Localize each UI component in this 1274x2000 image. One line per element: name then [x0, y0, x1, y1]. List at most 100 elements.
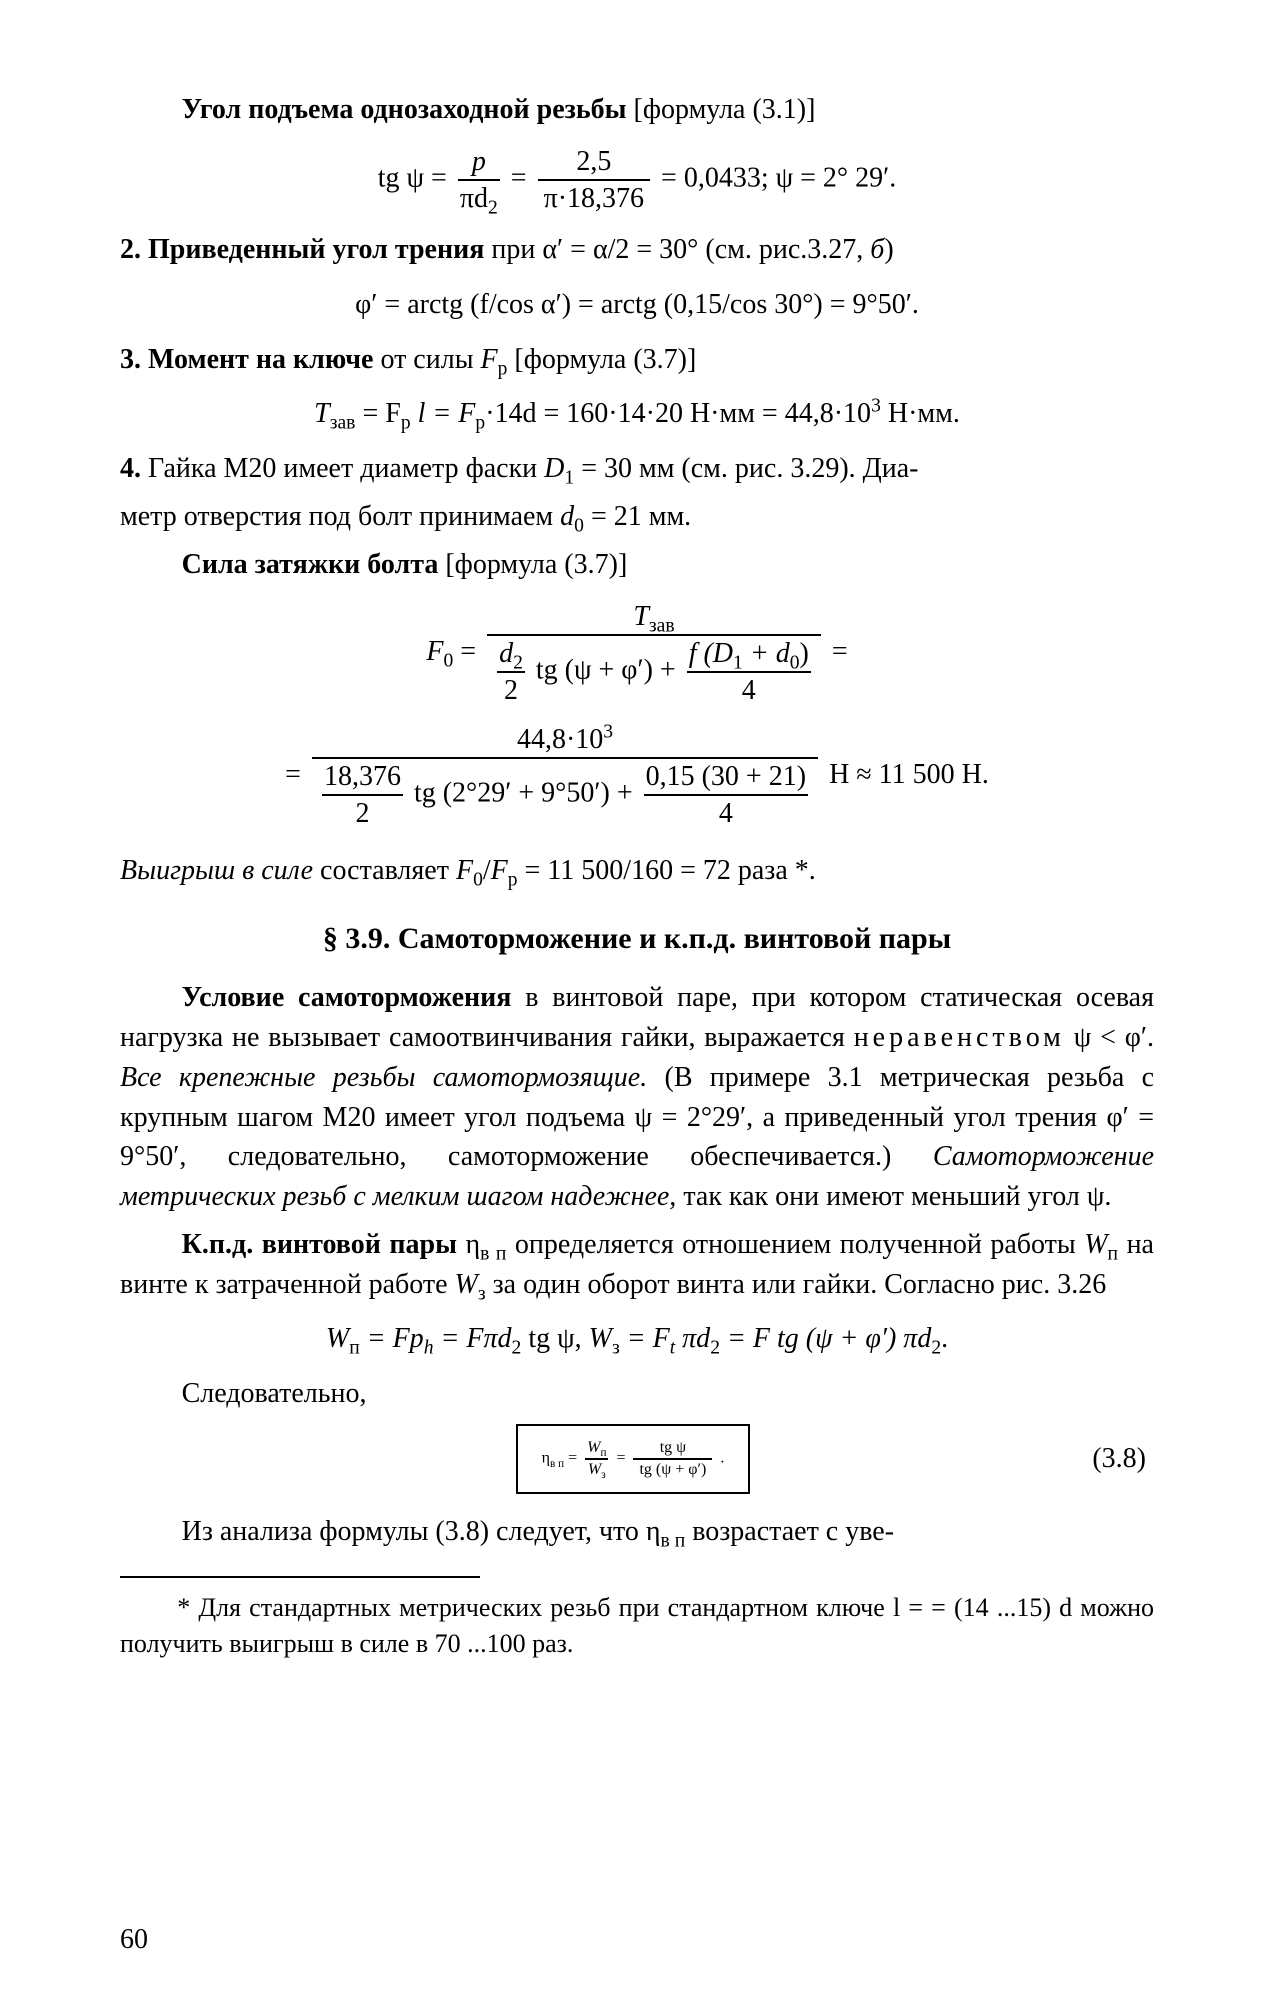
box-frac2: tg ψ tg (ψ + φ′) — [633, 1438, 712, 1480]
item-4-line1: 4. Гайка М20 имеет диаметр фаски D1 = 30… — [120, 449, 1154, 489]
f3-mid: = Fр l = Fр — [355, 398, 485, 429]
p4-l2: метр отверстия под болт принимаем — [120, 501, 560, 532]
f5-eq: = — [285, 758, 308, 789]
para1-b1: Условие самоторможения — [182, 982, 512, 1013]
f5-bot-right: 0,15 (30 + 21) 4 — [644, 759, 808, 831]
f1-frac1: p πd2 — [458, 144, 500, 216]
formula-3-8-box: ηв п = Wп Wз = tg ψ tg (ψ + φ′) . — [516, 1424, 751, 1494]
p4-eq30: = 30 мм (см. рис. 3.29). Диа- — [574, 453, 918, 484]
para1-i1: Все крепежные резьбы самотормозящие. — [120, 1062, 647, 1093]
f1-den2: π·18,376 — [538, 181, 650, 216]
item-2: 2. Приведенный угол трения при α′ = α/2 … — [120, 230, 1154, 270]
f4-tail: = — [832, 635, 848, 666]
footnote-separator — [120, 1576, 480, 1578]
para2-t3: за один оборот винта или гайки. Согласно… — [486, 1269, 1107, 1300]
p6-F0: F — [456, 855, 473, 886]
section-3-9-heading: § 3.9. Самоторможение и к.п.д. винтовой … — [120, 922, 1154, 956]
para1-ineq: ψ < φ′. — [1065, 1022, 1154, 1053]
f3-Tsub: зав — [330, 413, 356, 434]
f3-exp: 3 — [871, 396, 881, 417]
p2-num: 2. — [120, 234, 148, 265]
p3-num: 3. — [120, 344, 148, 375]
f1-eq: = — [511, 162, 534, 193]
footnote: * Для стандартных метрических резьб при … — [120, 1590, 1154, 1663]
p6-lead: Выигрыш в силе — [120, 855, 313, 886]
force-gain-paragraph: Выигрыш в силе составляет F0/Fр = 11 500… — [120, 851, 1154, 891]
formula-f0-symbolic: F0 = Tзав d2 2 tg (ψ + φ′) + f (D1 + d0)… — [120, 599, 1154, 708]
p4-num: 4. — [120, 453, 148, 484]
p4-d0sub: 0 — [574, 516, 584, 537]
page-number: 60 — [120, 1924, 148, 1956]
f5-bigfrac: 44,8·103 18,376 2 tg (2°29′ + 9°50′) + 0… — [312, 722, 818, 831]
f3-tail: Н·мм. — [881, 398, 960, 429]
box-frac1: Wп Wз — [585, 1438, 608, 1480]
f1-num2: 2,5 — [538, 144, 650, 181]
f1-frac2: 2,5 π·18,376 — [538, 144, 650, 216]
bolt-tightening-force-heading: Сила затяжки болта [формула (3.7)] — [120, 545, 1154, 585]
p4-eq21: = 21 мм. — [584, 501, 691, 532]
p3-rest: от силы — [373, 344, 480, 375]
formula-f0-numeric: = 44,8·103 18,376 2 tg (2°29′ + 9°50′) +… — [120, 722, 1154, 831]
f1-den1: πd2 — [460, 183, 498, 214]
f5-rhs: Н ≈ 11 500 Н. — [829, 758, 989, 789]
p6-rest: составляет — [313, 855, 456, 886]
p8-t2: возрастает с уве- — [685, 1516, 894, 1547]
p5-ref: [формула (3.7)] — [438, 549, 627, 580]
equation-number-3-8: (3.8) — [750, 1443, 1154, 1475]
f1-num1: p — [472, 146, 486, 177]
f4-Fsub: 0 — [443, 650, 453, 671]
para2-Wz: W — [455, 1269, 478, 1300]
p2-close: ) — [884, 234, 893, 265]
f5-bot: 18,376 2 tg (2°29′ + 9°50′) + 0,15 (30 +… — [312, 759, 818, 831]
item-3: 3. Момент на ключе от силы Fр [формула (… — [120, 340, 1154, 380]
box-eta: η — [542, 1450, 550, 1467]
para2-t1: определяется отношением полученной работ… — [506, 1229, 1084, 1260]
p4-Dsub: 1 — [564, 468, 574, 489]
p3-var: F — [481, 344, 498, 375]
p2-fig: б — [870, 234, 884, 265]
p6-calc: = 11 500/160 = 72 раза *. — [518, 855, 816, 886]
f4-top: Tзав — [487, 599, 821, 636]
f5-top: 44,8·103 — [312, 722, 818, 759]
heading-ref: [формула (3.1)] — [627, 94, 816, 125]
p3-title: Момент на ключе — [148, 344, 373, 375]
consequently-text: Следовательно, — [120, 1374, 1154, 1414]
f3-rest: ·14d = 160·14·20 Н·мм = 44,8·10 — [485, 398, 871, 429]
item-4-line2: метр отверстия под болт принимаем d0 = 2… — [120, 497, 1154, 537]
f5-bot-mid: tg (2°29′ + 9°50′) + — [414, 777, 640, 808]
self-locking-paragraph: Условие самоторможения в винтовой паре, … — [120, 978, 1154, 1217]
p3-ref: [формула (3.7)] — [507, 344, 696, 375]
heading-text: Угол подъема однозаходной резьбы — [182, 94, 627, 125]
p2-rest: при α′ = α/2 = 30° (см. рис.3.27, — [484, 234, 870, 265]
f4-bot: d2 2 tg (ψ + φ′) + f (D1 + d0) 4 — [487, 636, 821, 708]
p2-title: Приведенный угол трения — [148, 234, 484, 265]
p6-Fp: F — [491, 855, 508, 886]
para2-b1: К.п.д. винтовой пары — [182, 1229, 457, 1260]
formula-work: Wп = Fph = Fπd2 tg ψ, Wз = Ft πd2 = F tg… — [120, 1318, 1154, 1360]
formula-3-8-row: ηв п = Wп Wз = tg ψ tg (ψ + φ′) . (3.8) — [120, 1424, 1154, 1494]
formula-tg-psi: tg ψ = p πd2 = 2,5 π·18,376 = 0,0433; ψ … — [120, 144, 1154, 216]
heading-tangent-angle: Угол подъема однозаходной резьбы [формул… — [120, 90, 1154, 130]
f1-lhs: tg ψ = — [378, 162, 447, 193]
para1-spaced: неравенством — [854, 1022, 1065, 1053]
f4-F: F — [426, 635, 443, 666]
p8-t1: Из анализа формулы (3.8) следует, что η — [182, 1516, 661, 1547]
formula-t-zav: Tзав = Fр l = Fр·14d = 160·14·20 Н·мм = … — [120, 393, 1154, 435]
para2-eta: η — [457, 1229, 480, 1260]
f4-bigfrac: Tзав d2 2 tg (ψ + φ′) + f (D1 + d0) 4 — [487, 599, 821, 708]
f1-rhs: = 0,0433; ψ = 2° 29′. — [661, 162, 896, 193]
efficiency-paragraph: К.п.д. винтовой пары ηв п определяется о… — [120, 1225, 1154, 1305]
formula-phi-prime: φ′ = arctg (f/cos α′) = arctg (0,15/cos … — [120, 284, 1154, 326]
page: Угол подъема однозаходной резьбы [формул… — [0, 0, 1274, 2000]
para2-Wn: W — [1084, 1229, 1107, 1260]
f4-eq: = — [453, 635, 483, 666]
f5-bot-left: 18,376 2 — [322, 759, 403, 831]
p5-title: Сила затяжки болта — [182, 549, 439, 580]
f4-bot-left: d2 2 — [497, 636, 525, 708]
p4-d0: d — [560, 501, 574, 532]
f4-bot-mid: tg (ψ + φ′) + — [536, 654, 683, 685]
p4-D: D — [544, 453, 564, 484]
p4-l1a: Гайка М20 имеет диаметр фаски — [148, 453, 544, 484]
f4-bot-right: f (D1 + d0) 4 — [687, 636, 811, 708]
analysis-paragraph: Из анализа формулы (3.8) следует, что η в… — [120, 1512, 1154, 1552]
